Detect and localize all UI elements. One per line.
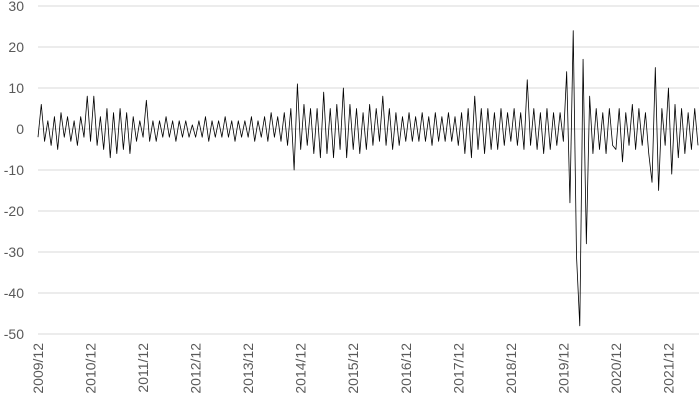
x-tick-label: 2013/12 <box>240 343 256 394</box>
y-tick-label: -50 <box>4 326 24 342</box>
x-tick-label: 2011/12 <box>135 343 151 393</box>
data-line <box>37 30 699 327</box>
x-tick-label: 2010/12 <box>83 343 99 394</box>
y-tick-label: -10 <box>4 162 24 178</box>
y-tick-label: -30 <box>4 244 24 260</box>
y-tick-label: -40 <box>4 285 24 301</box>
y-tick-label: -20 <box>4 203 24 219</box>
x-tick-label: 2019/12 <box>555 343 571 394</box>
y-tick-label: 20 <box>8 39 24 55</box>
x-tick-label: 2018/12 <box>503 343 519 394</box>
x-tick-label: 2014/12 <box>293 343 309 394</box>
y-tick-label: 30 <box>8 0 24 14</box>
x-tick-label: 2012/12 <box>188 343 204 394</box>
x-tick-label: 2009/12 <box>30 343 46 394</box>
x-tick-label: 2016/12 <box>398 343 414 394</box>
y-tick-label: 0 <box>16 121 24 137</box>
y-tick-label: 10 <box>8 80 24 96</box>
x-tick-label: 2017/12 <box>450 343 466 394</box>
x-tick-label: 2021/12 <box>660 343 676 394</box>
x-tick-label: 2020/12 <box>608 343 624 394</box>
x-tick-label: 2015/12 <box>345 343 361 394</box>
